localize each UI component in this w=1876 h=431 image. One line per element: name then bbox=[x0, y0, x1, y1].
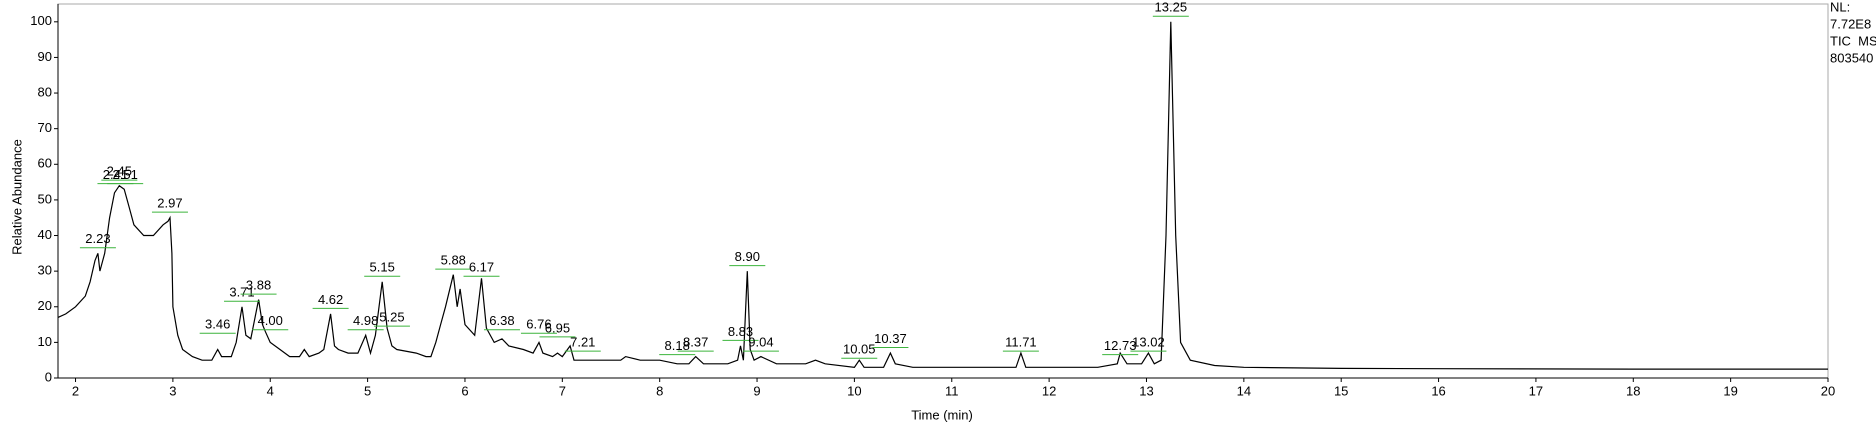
peak-label: 12.73 bbox=[1104, 338, 1137, 353]
y-axis-label: Relative Abundance bbox=[9, 139, 24, 255]
peak-label: 4.00 bbox=[258, 313, 283, 328]
x-tick-label: 10 bbox=[847, 383, 861, 398]
x-tick-label: 3 bbox=[169, 383, 176, 398]
peak-label: 3.71 bbox=[229, 285, 254, 300]
peak-label: 2.23 bbox=[85, 231, 110, 246]
x-tick-label: 4 bbox=[267, 383, 274, 398]
y-tick-label: 20 bbox=[38, 298, 52, 313]
x-tick-label: 8 bbox=[656, 383, 663, 398]
x-tick-label: 12 bbox=[1042, 383, 1056, 398]
peak-label: 8.37 bbox=[683, 335, 708, 350]
peak-label: 10.05 bbox=[843, 342, 876, 357]
peak-label: 6.76 bbox=[526, 317, 551, 332]
peak-label: 11.71 bbox=[1005, 335, 1037, 350]
x-tick-label: 20 bbox=[1821, 383, 1835, 398]
peak-label: 2.97 bbox=[157, 196, 182, 211]
peak-label: 7.21 bbox=[570, 335, 595, 350]
peak-label: 13.02 bbox=[1132, 335, 1165, 350]
peak-label: 4.98 bbox=[353, 313, 378, 328]
peak-label: 5.88 bbox=[441, 253, 466, 268]
x-tick-label: 7 bbox=[559, 383, 566, 398]
x-tick-label: 13 bbox=[1139, 383, 1153, 398]
y-tick-label: 90 bbox=[38, 49, 52, 64]
side-text: TIC MS bbox=[1830, 33, 1876, 48]
x-tick-label: 18 bbox=[1626, 383, 1640, 398]
peak-label: 3.46 bbox=[205, 317, 230, 332]
peak-label: 6.95 bbox=[545, 320, 570, 335]
y-tick-label: 50 bbox=[38, 191, 52, 206]
x-tick-label: 6 bbox=[461, 383, 468, 398]
x-tick-label: 5 bbox=[364, 383, 371, 398]
peak-label: 8.18 bbox=[665, 338, 690, 353]
side-text: 803540 bbox=[1830, 50, 1873, 65]
peak-label: 13.25 bbox=[1155, 0, 1188, 15]
x-tick-label: 9 bbox=[753, 383, 760, 398]
x-axis-label: Time (min) bbox=[911, 407, 973, 422]
y-tick-label: 30 bbox=[38, 263, 52, 278]
peak-label: 2.41 bbox=[103, 167, 128, 182]
y-tick-label: 10 bbox=[38, 334, 52, 349]
peak-label: 5.25 bbox=[379, 310, 404, 325]
chromatogram-trace bbox=[57, 21, 1828, 370]
side-text: 7.72E8 bbox=[1830, 16, 1871, 31]
y-tick-label: 80 bbox=[38, 84, 52, 99]
y-tick-label: 70 bbox=[38, 120, 52, 135]
peak-label: 9.04 bbox=[748, 335, 773, 350]
peak-label: 6.38 bbox=[489, 313, 514, 328]
y-tick-label: 100 bbox=[30, 13, 52, 28]
peak-label: 2.51 bbox=[113, 167, 138, 182]
peak-label: 6.17 bbox=[469, 260, 494, 275]
x-tick-label: 11 bbox=[945, 383, 959, 398]
peak-label: 8.83 bbox=[728, 324, 753, 339]
y-tick-label: 0 bbox=[45, 369, 52, 384]
peak-label: 8.90 bbox=[735, 249, 760, 264]
side-text: NL: bbox=[1830, 0, 1850, 14]
peak-label: 2.45 bbox=[107, 164, 132, 179]
peak-label: 5.15 bbox=[370, 260, 395, 275]
peak-label: 4.62 bbox=[318, 292, 343, 307]
y-tick-label: 60 bbox=[38, 156, 52, 171]
plot-frame bbox=[57, 3, 1829, 379]
peak-label: 3.88 bbox=[246, 278, 271, 293]
x-tick-label: 17 bbox=[1529, 383, 1543, 398]
x-tick-label: 15 bbox=[1334, 383, 1348, 398]
x-tick-label: 19 bbox=[1723, 383, 1737, 398]
y-tick-label: 40 bbox=[38, 227, 52, 242]
x-tick-label: 16 bbox=[1431, 383, 1445, 398]
x-tick-label: 2 bbox=[72, 383, 79, 398]
peak-label: 10.37 bbox=[874, 331, 907, 346]
x-tick-label: 14 bbox=[1237, 383, 1251, 398]
